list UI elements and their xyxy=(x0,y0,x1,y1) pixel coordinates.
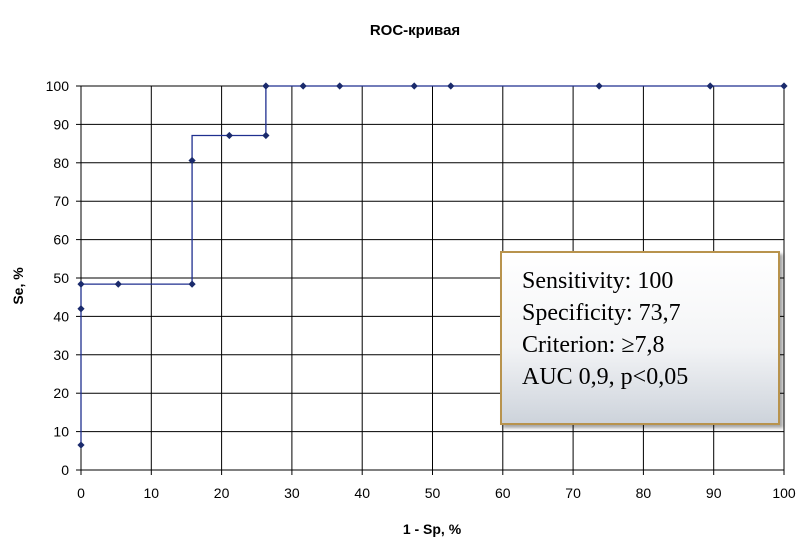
roc-point xyxy=(77,305,85,313)
stats-annotation-box: Sensitivity: 100 Specificity: 73,7 Crite… xyxy=(500,251,780,425)
roc-point xyxy=(262,82,270,90)
annotation-sensitivity: Sensitivity: 100 xyxy=(522,268,674,294)
y-tick-label: 60 xyxy=(53,232,69,248)
roc-point xyxy=(780,82,788,90)
y-tick-label: 70 xyxy=(53,193,69,209)
roc-point xyxy=(225,131,233,140)
x-tick-label: 80 xyxy=(636,485,652,501)
y-axis-label: Se, % xyxy=(10,267,26,305)
x-tick-label: 10 xyxy=(144,485,160,501)
roc-point xyxy=(299,82,307,90)
x-tick-label: 70 xyxy=(565,485,581,501)
roc-point xyxy=(262,131,270,140)
roc-point xyxy=(336,82,344,90)
x-tick-label: 50 xyxy=(425,485,441,501)
roc-points xyxy=(77,82,788,449)
x-tick-label: 90 xyxy=(706,485,722,501)
annotation-specificity: Specificity: 73,7 xyxy=(522,300,681,326)
y-tick-label: 100 xyxy=(46,78,70,94)
y-tick-label: 80 xyxy=(53,155,69,171)
roc-point xyxy=(706,82,714,90)
y-tick-label: 50 xyxy=(53,270,69,286)
y-tick-label: 0 xyxy=(61,462,69,478)
annotation-auc: AUC 0,9, p<0,05 xyxy=(522,364,689,390)
roc-point xyxy=(77,441,85,449)
roc-point xyxy=(410,82,418,90)
y-tick-label: 90 xyxy=(53,116,69,132)
y-tick-label: 10 xyxy=(53,424,69,440)
x-tick-labels: 0 10 20 30 40 50 60 70 80 90 100 xyxy=(77,470,796,501)
annotation-criterion: Criterion: ≥7,8 xyxy=(522,332,665,358)
x-tick-label: 20 xyxy=(214,485,230,501)
roc-point xyxy=(77,280,85,288)
roc-point xyxy=(595,82,603,90)
y-tick-label: 40 xyxy=(53,308,69,324)
roc-point xyxy=(188,156,196,165)
x-tick-label: 100 xyxy=(772,485,796,501)
roc-point xyxy=(188,280,196,288)
y-tick-label: 30 xyxy=(53,347,69,363)
roc-point xyxy=(447,82,455,90)
y-tick-label: 20 xyxy=(53,385,69,401)
x-tick-label: 30 xyxy=(284,485,300,501)
y-tick-labels: 0 10 20 30 40 50 60 70 80 90 100 xyxy=(46,78,81,478)
x-tick-label: 40 xyxy=(354,485,370,501)
x-tick-label: 0 xyxy=(77,485,85,501)
x-tick-label: 60 xyxy=(495,485,511,501)
chart-title: ROC-кривая xyxy=(370,22,460,39)
x-axis-label: 1 - Sp, % xyxy=(403,521,462,537)
roc-point xyxy=(114,280,122,288)
